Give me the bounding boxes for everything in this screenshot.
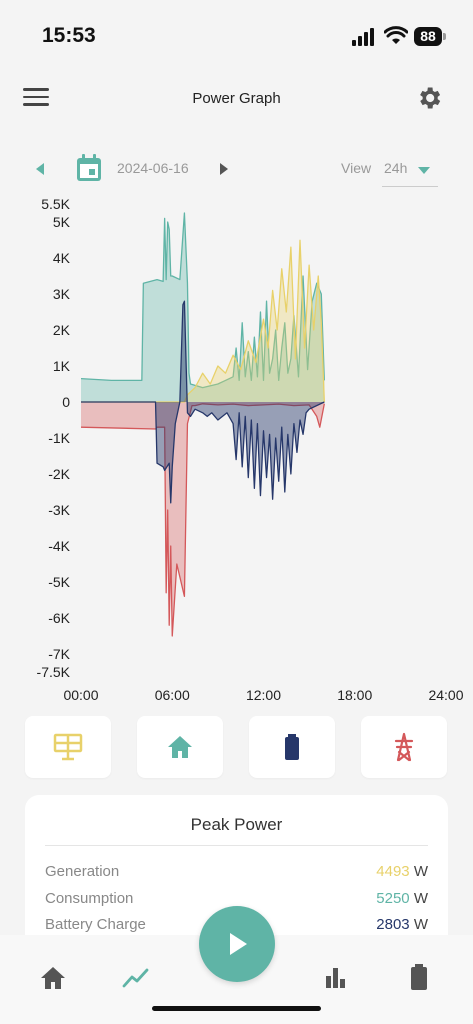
generation-value-unit: W <box>413 863 428 880</box>
consumption-value: 5250 W <box>376 890 428 907</box>
y-tick-label: 1K <box>53 358 71 374</box>
power-chart: 5.5K 5K 4K 3K 2K 1K 0 -1K -2K -3K -4K -5K -6K -7K -7.5… <box>37 196 464 703</box>
generation-series-line <box>81 239 325 403</box>
generation-filter-button[interactable] <box>25 716 111 778</box>
generation-label: Generation <box>45 863 120 880</box>
previous-day-arrow-icon[interactable] <box>36 163 44 175</box>
home-icon <box>168 736 192 758</box>
solar-panel-icon <box>53 733 83 761</box>
menu-line <box>23 95 49 98</box>
battery-level: 88 <box>414 27 442 46</box>
y-tick-label: 2K <box>53 322 71 338</box>
next-day-arrow-icon[interactable] <box>220 163 228 175</box>
status-bar: 15:53 88 <box>0 0 473 70</box>
consumption-series-line <box>80 212 325 389</box>
date-navigation: 2024-06-16 View 24h <box>0 152 473 187</box>
page-title: Power Graph <box>192 90 281 107</box>
wifi-icon <box>384 26 408 44</box>
battery-tip <box>443 33 446 40</box>
consumption-label: Consumption <box>45 890 134 907</box>
y-tick-label: -1K <box>48 430 70 446</box>
y-tick-label: 5K <box>53 214 71 230</box>
view-label: View <box>341 160 372 176</box>
consumption-series-area <box>81 213 325 402</box>
x-tick-label: 24:00 <box>428 687 463 703</box>
y-tick-label: -3K <box>48 502 70 518</box>
consumption-value-unit: W <box>413 890 428 907</box>
tab-statistics-icon[interactable] <box>322 962 350 992</box>
grid-filter-button[interactable] <box>361 716 447 778</box>
y-tick-label: -4K <box>48 538 70 554</box>
y-tick-label: -7K <box>48 646 70 662</box>
chevron-down-icon <box>418 167 430 174</box>
x-tick-label: 12:00 <box>246 687 281 703</box>
play-button[interactable] <box>199 906 275 982</box>
grid-series-area <box>81 402 325 636</box>
tab-graph-icon[interactable] <box>122 962 150 992</box>
status-time: 15:53 <box>42 24 96 47</box>
y-tick-label: -7.5K <box>37 664 71 680</box>
cellular-signal-icon <box>352 28 374 46</box>
home-indicator <box>152 1006 321 1011</box>
consumption-filter-button[interactable] <box>137 716 223 778</box>
y-tick-label: -5K <box>48 574 70 590</box>
grid-series-line <box>80 403 325 637</box>
peak-power-title: Peak Power <box>190 815 283 834</box>
battery-filter-button[interactable] <box>249 716 335 778</box>
y-tick-label: -6K <box>48 610 70 626</box>
battery-charge-value-unit: W <box>413 916 428 933</box>
y-tick-label: 5.5K <box>41 196 70 212</box>
menu-button[interactable] <box>23 88 49 108</box>
y-tick-label: 4K <box>53 250 71 266</box>
battery-series-line <box>81 300 325 504</box>
x-tick-label: 00:00 <box>63 687 98 703</box>
battery-series-area <box>81 301 325 503</box>
battery-charge-value-number: 2803 <box>376 916 410 933</box>
selected-date[interactable]: 2024-06-16 <box>117 160 189 176</box>
generation-series-area <box>81 240 325 402</box>
calendar-icon[interactable] <box>76 154 102 182</box>
battery-charge-label: Battery Charge <box>45 916 146 933</box>
view-select-value: 24h <box>384 160 408 176</box>
tab-home-icon[interactable] <box>39 962 67 992</box>
menu-line <box>23 103 49 106</box>
generation-value-number: 4493 <box>376 863 410 880</box>
y-tick-label: 0 <box>62 394 70 410</box>
battery-charge-value: 2803 W <box>376 916 428 933</box>
grid-tower-icon <box>394 732 414 762</box>
y-tick-label: 3K <box>53 286 71 302</box>
battery-icon <box>285 734 299 760</box>
consumption-value-number: 5250 <box>376 890 410 907</box>
view-select[interactable]: 24h <box>382 156 438 187</box>
tab-battery-icon[interactable] <box>405 962 433 992</box>
settings-gear-icon[interactable] <box>415 84 443 112</box>
x-tick-label: 18:00 <box>337 687 372 703</box>
generation-value: 4493 W <box>376 863 428 880</box>
divider <box>45 845 428 846</box>
x-tick-label: 06:00 <box>155 687 190 703</box>
menu-line <box>23 88 49 91</box>
y-tick-label: -2K <box>48 466 70 482</box>
